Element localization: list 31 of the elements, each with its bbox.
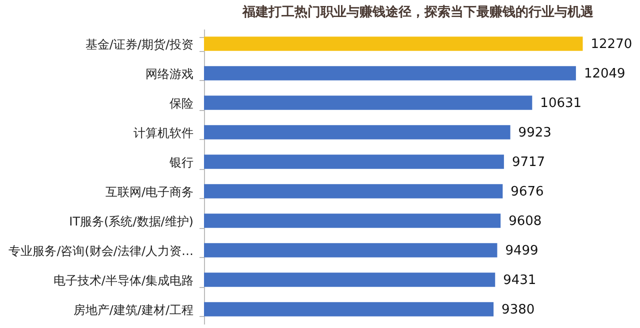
y-tick-label: 网络游戏	[146, 66, 194, 81]
y-tick-label: IT服务(系统/数据/维护)	[69, 214, 194, 228]
bar	[204, 243, 498, 258]
bar	[204, 36, 583, 51]
data-label: 9499	[505, 243, 538, 258]
data-label: 9431	[503, 272, 536, 288]
bar	[204, 184, 503, 198]
chart-title: 福建打工热门职业与赚钱途径，探索当下最赚钱的行业与机遇	[242, 4, 594, 20]
y-tick-label: 房地产/建筑/建材/工程	[73, 302, 194, 317]
data-label: 12270	[590, 36, 632, 52]
bar	[204, 154, 504, 169]
bar	[204, 302, 494, 316]
data-label: 12049	[584, 66, 626, 82]
data-label: 9676	[510, 184, 544, 200]
bar	[204, 125, 510, 140]
y-tick-label: 专业服务/咨询(财会/法律/人力资…	[8, 244, 194, 258]
data-label: 9608	[508, 214, 542, 229]
data-label: 9380	[502, 302, 535, 318]
y-tick-label: 电子技术/半导体/集成电路	[53, 273, 194, 288]
y-tick-label: 互联网/电子商务	[105, 184, 194, 199]
data-label: 10631	[540, 96, 582, 111]
y-tick-label: 银行	[168, 155, 194, 170]
y-tick-label: 保险	[170, 96, 194, 110]
bar	[204, 66, 576, 80]
bar	[204, 214, 501, 228]
y-tick-label: 计算机软件	[134, 126, 194, 140]
bar	[204, 272, 496, 287]
bar	[204, 96, 532, 110]
data-label: 9923	[518, 125, 552, 140]
data-label: 9717	[512, 154, 546, 170]
y-tick-label: 基金/证券/期货/投资	[85, 37, 194, 52]
